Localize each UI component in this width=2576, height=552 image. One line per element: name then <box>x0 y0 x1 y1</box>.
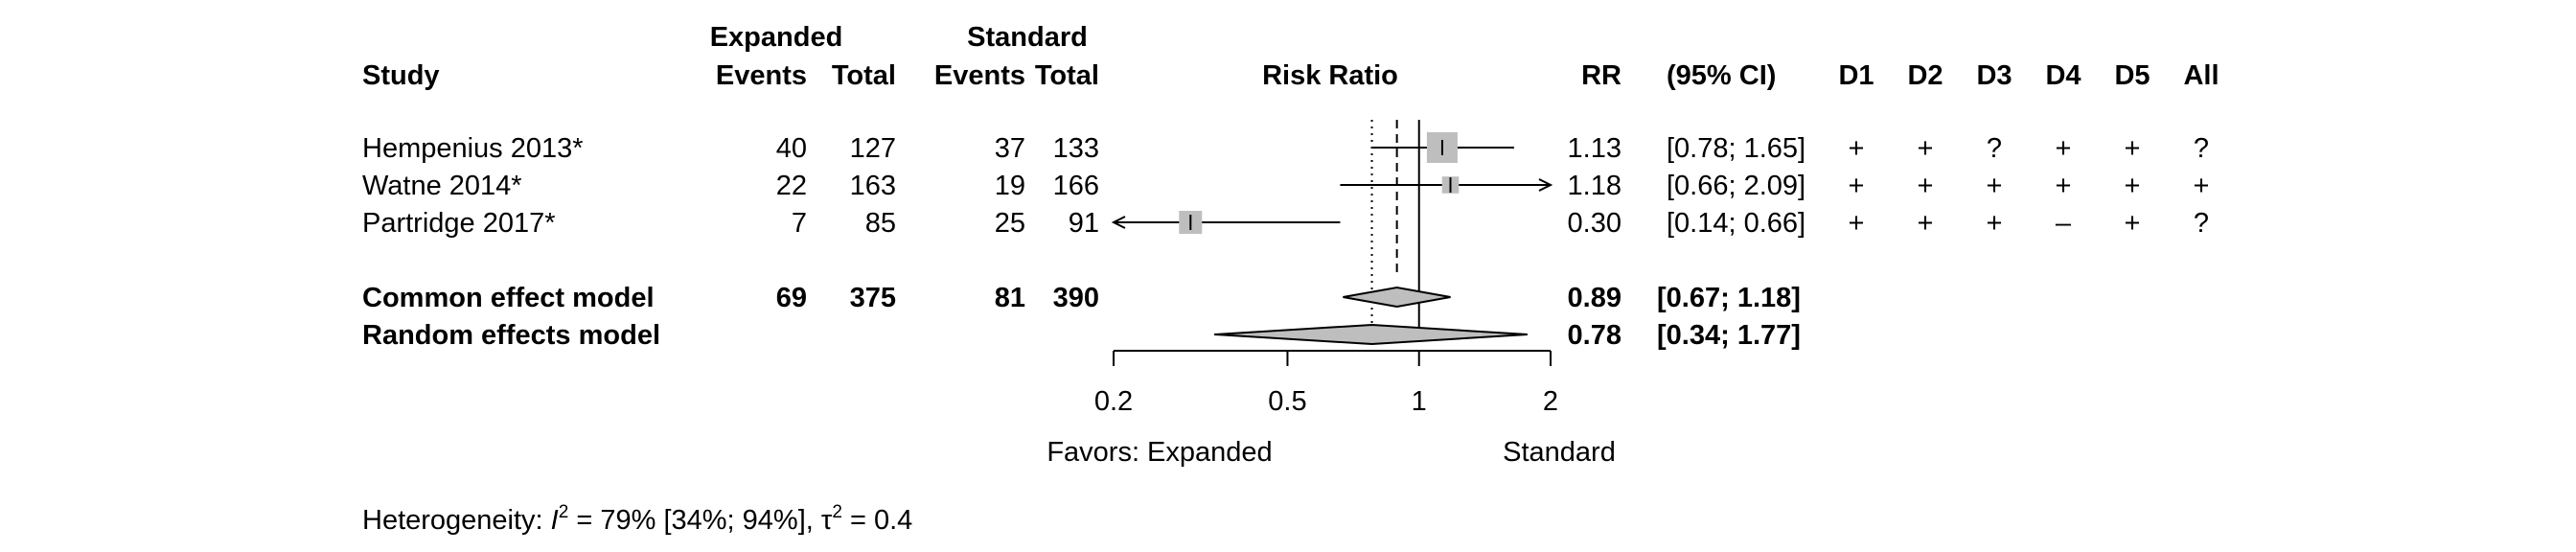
total-expanded: 163 <box>850 171 896 201</box>
model-name: Random effects model <box>362 320 660 351</box>
rr-value: 1.13 <box>1568 133 1622 164</box>
header-study: Study <box>362 60 440 91</box>
rob-judgement: + <box>1918 208 1934 239</box>
rr-value: 0.89 <box>1568 283 1622 313</box>
x-tick-label: 1 <box>1412 386 1427 417</box>
events-standard: 25 <box>995 208 1025 239</box>
ci-value: [0.34; 1.77] <box>1657 320 1801 351</box>
i2-value: = 79% [34%; 94%], <box>568 505 821 536</box>
header-rob-d1: D1 <box>1838 60 1874 91</box>
rob-judgement: + <box>2125 171 2141 201</box>
header-events-1: Events <box>716 60 807 91</box>
tau-symbol: τ <box>821 505 833 536</box>
heterogeneity-text: Heterogeneity: I2 = 79% [34%; 94%], τ2 =… <box>362 502 912 536</box>
total-expanded: 375 <box>850 283 896 313</box>
pooled-diamond <box>1343 286 1451 309</box>
total-standard: 166 <box>1053 171 1099 201</box>
rr-value: 1.18 <box>1568 171 1622 201</box>
ci-arrow-right <box>1538 178 1553 192</box>
i2-superscript: 2 <box>559 502 569 522</box>
rob-judgement: + <box>2125 133 2141 164</box>
header-risk-ratio: Risk Ratio <box>1262 60 1398 91</box>
ci-value: [0.14; 0.66] <box>1667 208 1806 239</box>
pooled-row: Common effect model 69 375 81 390 0.89 [0.67; … <box>362 283 1801 313</box>
rob-judgement: + <box>1849 208 1865 239</box>
events-expanded: 7 <box>792 208 807 239</box>
total-expanded: 85 <box>865 208 896 239</box>
total-standard: 91 <box>1069 208 1099 239</box>
header-rob-d3: D3 <box>1976 60 2012 91</box>
rob-judgement: + <box>1849 171 1865 201</box>
ci-value: [0.78; 1.65] <box>1667 133 1806 164</box>
rob-judgement: – <box>2056 208 2072 239</box>
total-standard: 133 <box>1053 133 1099 164</box>
events-expanded: 22 <box>776 171 807 201</box>
rob-judgement: + <box>2056 171 2072 201</box>
pooled-row: Random effects model 0.78 [0.34; 1.77] <box>362 320 1801 351</box>
x-tick-label: 0.2 <box>1094 386 1133 417</box>
tau-superscript: 2 <box>832 502 842 522</box>
tau-value: = 0.4 <box>842 505 912 536</box>
events-expanded: 69 <box>776 283 807 313</box>
rob-judgement: ? <box>2194 208 2209 239</box>
total-expanded: 127 <box>850 133 896 164</box>
header-total-1: Total <box>832 60 896 91</box>
heterogeneity-prefix: Heterogeneity: <box>362 505 551 536</box>
i2-symbol: I <box>551 505 559 536</box>
rob-judgement: ? <box>1987 133 2002 164</box>
ci-value: [0.66; 2.09] <box>1667 171 1806 201</box>
rr-value: 0.30 <box>1568 208 1622 239</box>
model-name: Common effect model <box>362 283 655 313</box>
x-tick-label: 0.5 <box>1268 386 1306 417</box>
favors-left-label: Favors: Expanded <box>1046 437 1272 468</box>
rob-judgement: + <box>1987 171 2003 201</box>
study-name: Watne 2014* <box>362 171 522 201</box>
rob-judgement: + <box>1849 133 1865 164</box>
header-events-2: Events <box>934 60 1025 91</box>
study-row: Watne 2014* 22 163 19 166 1.18 [0.66; 2.09] + + +… <box>362 171 2209 201</box>
rob-judgement: + <box>1918 133 1934 164</box>
events-standard: 81 <box>995 283 1025 313</box>
events-standard: 37 <box>995 133 1025 164</box>
pooled-diamond <box>1214 323 1528 346</box>
header-group2: Standard <box>967 22 1088 53</box>
header-rob-d2: D2 <box>1907 60 1943 91</box>
events-standard: 19 <box>995 171 1025 201</box>
ci-arrow-left <box>1111 216 1126 229</box>
rob-judgement: + <box>1918 171 1934 201</box>
total-standard: 390 <box>1053 283 1099 313</box>
header-rob-d5: D5 <box>2114 60 2150 91</box>
rob-judgement: ? <box>2194 133 2209 164</box>
study-row: Partridge 2017* 7 85 25 91 0.30 [0.14; 0.66] + +… <box>362 208 2209 239</box>
favors-right-label: Standard <box>1503 437 1616 468</box>
rob-judgement: + <box>2194 171 2210 201</box>
header-ci: (95% CI) <box>1667 60 1776 91</box>
study-name: Partridge 2017* <box>362 208 556 239</box>
rob-judgement: + <box>2125 208 2141 239</box>
study-name: Hempenius 2013* <box>362 133 584 164</box>
rob-judgement: + <box>1987 208 2003 239</box>
x-tick-label: 2 <box>1543 386 1558 417</box>
rr-value: 0.78 <box>1568 320 1622 351</box>
header-rr: RR <box>1581 60 1622 91</box>
header-rob-all: All <box>2183 60 2219 91</box>
header-rob-d4: D4 <box>2045 60 2081 91</box>
header-group1: Expanded <box>710 22 843 53</box>
header-total-2: Total <box>1035 60 1099 91</box>
study-row: Hempenius 2013* 40 127 37 133 1.13 [0.78; 1.65… <box>362 132 2209 164</box>
ci-value: [0.67; 1.18] <box>1657 283 1801 313</box>
rob-judgement: + <box>2056 133 2072 164</box>
events-expanded: 40 <box>776 133 807 164</box>
